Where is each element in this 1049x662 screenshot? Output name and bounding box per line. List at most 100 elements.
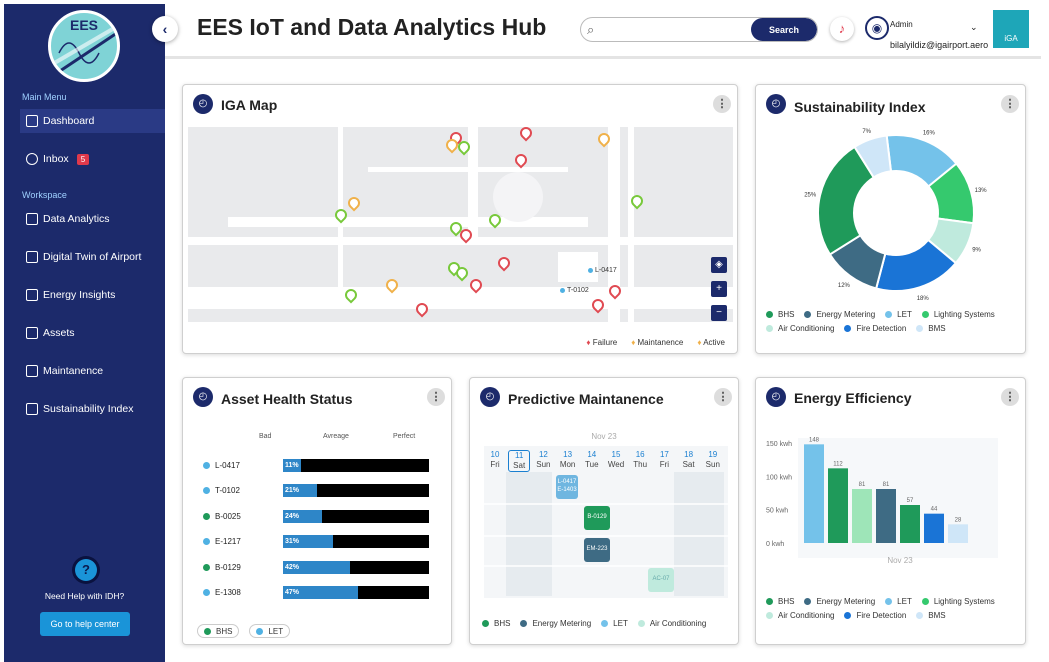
legend-active: ♦ Active (697, 338, 725, 347)
energy-title: Energy Efficiency (794, 390, 912, 406)
sidebar-item-label: Dashboard (43, 115, 95, 127)
asset-health-row[interactable]: E-1217 31% (203, 535, 443, 549)
calendar-day[interactable]: 10 Fri (490, 450, 500, 469)
calendar-day[interactable]: 11 Sat (508, 450, 531, 472)
energy-bar[interactable] (852, 489, 872, 543)
asset-health-row[interactable]: B-0025 24% (203, 509, 443, 523)
page-title: EES IoT and Data Analytics Hub (197, 14, 547, 40)
iga-map-card: ◴ IGA Map ⋮ (182, 84, 738, 354)
legend-air-conditioning: Air Conditioning (766, 321, 834, 335)
sidebar-item-data-analytics[interactable]: Data Analytics (26, 207, 110, 231)
analytics-icon (26, 213, 38, 225)
donut-slice[interactable] (853, 134, 893, 179)
sidebar-item-dashboard[interactable]: Dashboard (20, 109, 165, 133)
help-icon: ? (75, 559, 97, 581)
calendar-day[interactable]: 19 Sun (705, 450, 720, 469)
sidebar-item-inbox[interactable]: Inbox 5 (26, 147, 90, 171)
wrench-icon (26, 365, 38, 377)
legend-let: LET (885, 594, 912, 608)
calendar-day[interactable]: 14 Tue (585, 450, 599, 469)
calendar-event[interactable]: AC-07 (648, 568, 674, 592)
more-options-icon[interactable]: ⋮ (713, 95, 731, 113)
legend-bms: BMS (916, 608, 946, 622)
sidebar-item-energy-insights[interactable]: Energy Insights (26, 283, 115, 307)
energy-bar[interactable] (804, 444, 824, 543)
calendar-day[interactable]: 13 Mon (559, 450, 576, 469)
energy-legend: BHS Energy Metering LET Lighting Systems… (766, 594, 1021, 622)
legend-air-conditioning: Air Conditioning (766, 608, 834, 622)
map-asset-label-text: L-0417 (595, 267, 617, 274)
workspace-heading: Workspace (22, 190, 67, 200)
legend-bhs: BHS (766, 307, 794, 321)
sidebar-item-label: Digital Twin of Airport (43, 251, 142, 263)
map-asset-label[interactable]: T-0102 (560, 287, 589, 294)
help-center-button[interactable]: Go to help center (40, 612, 130, 636)
asset-id: B-0025 (203, 512, 243, 521)
map-locate-icon[interactable]: ◈ (711, 257, 727, 273)
calendar-day[interactable]: 17 Fri (659, 450, 670, 469)
asset-health-row[interactable]: T-0102 21% (203, 484, 443, 498)
energy-bar[interactable] (828, 468, 848, 543)
search-button[interactable]: Search (751, 18, 817, 41)
notification-bell-icon[interactable]: ♪ (830, 17, 854, 41)
sidebar-item-label: Inbox (43, 153, 69, 165)
y-tick-label: 50 kwh (766, 508, 788, 515)
asset-health-row[interactable]: B-0129 42% (203, 560, 443, 574)
calendar-event[interactable]: B-0129 (584, 506, 610, 530)
health-bar-fill: 24% (283, 509, 322, 523)
sidebar-item-digital-twin[interactable]: Digital Twin of Airport (26, 245, 141, 269)
asset-health-card: ◴ Asset Health Status ⋮ Bad Avreage Perf… (182, 377, 452, 645)
calendar-event[interactable]: L-0417 E-1403 (556, 475, 578, 499)
energy-bar[interactable] (948, 524, 968, 543)
calendar-day[interactable]: 15 Wed (607, 450, 625, 469)
energy-bar[interactable] (900, 505, 920, 543)
calendar-day[interactable]: 16 Thu (633, 450, 648, 469)
asset-health-legend: BHS LET (197, 624, 300, 638)
energy-bar[interactable] (876, 489, 896, 543)
legend-bms: BMS (916, 321, 946, 335)
user-menu-chevron-down-icon[interactable]: ⌄ (970, 22, 978, 32)
asset-id: B-0129 (203, 563, 243, 572)
energy-bar-chart: 0 kwh 50 kwh 100 kwh 150 kwh 148 112 81 81 57 44 2… (766, 437, 998, 565)
digital-twin-icon (26, 251, 38, 263)
map-zoom-in-button[interactable]: + (711, 281, 727, 297)
health-bar: 21% (283, 484, 429, 497)
search-input[interactable] (603, 18, 753, 41)
sidebar-item-maintanence[interactable]: Maintanence (26, 359, 103, 383)
calendar-event[interactable]: EM-223 (584, 538, 610, 562)
sidebar-item-assets[interactable]: Assets (26, 321, 75, 345)
asset-health-row[interactable]: E-1308 47% (203, 586, 443, 600)
collapse-sidebar-chevron-icon[interactable]: ‹ (152, 16, 178, 42)
y-tick-label: 150 kwh (766, 441, 792, 448)
health-bar-fill: 47% (283, 586, 359, 599)
asset-health-card-icon: ◴ (193, 387, 213, 407)
map-asset-label[interactable]: L-0417 (588, 267, 617, 274)
energy-efficiency-card: ◴ Energy Efficiency ⋮ 0 kwh 50 kwh 100 kwh… (755, 377, 1026, 645)
header-divider (165, 56, 1041, 59)
bar-value-label: 148 (809, 437, 820, 443)
more-options-icon[interactable]: ⋮ (427, 388, 445, 406)
predictive-legend: BHS Energy Metering LET Air Conditioning (482, 616, 737, 630)
legend-fire-detection: Fire Detection (844, 608, 906, 622)
logo-graphic-icon (51, 24, 117, 75)
airport-map[interactable]: L-0417 T-0102 ◈ + − (188, 127, 733, 334)
calendar-day[interactable]: 12 Sun (536, 450, 551, 469)
asset-health-row[interactable]: L-0417 11% (203, 458, 443, 472)
more-options-icon[interactable]: ⋮ (1001, 95, 1019, 113)
more-options-icon[interactable]: ⋮ (1001, 388, 1019, 406)
ees-logo: EES (48, 10, 120, 82)
bar-value-label: 81 (883, 482, 890, 488)
legend-fire-detection: Fire Detection (844, 321, 906, 335)
bar-value-label: 28 (955, 517, 962, 523)
calendar-day[interactable]: 18 Sat (682, 450, 695, 469)
energy-bar[interactable] (924, 513, 944, 543)
user-avatar-icon[interactable]: ◉ (865, 16, 889, 40)
legend-lighting-systems: Lighting Systems (921, 307, 995, 321)
map-zoom-out-button[interactable]: − (711, 305, 727, 321)
maintenance-calendar[interactable]: 10 Fri 11 Sat 12 Sun 13 Mon 14 Tue 15 Wed 16 Thu 17 Fri… (484, 446, 728, 598)
sustainability-donut-chart: 16% 13% 9% 18% 12% 25% 7% (804, 129, 988, 300)
more-options-icon[interactable]: ⋮ (714, 388, 732, 406)
donut-value-label: 13% (975, 188, 988, 194)
sidebar-item-sustainability[interactable]: Sustainability Index (26, 397, 133, 421)
sustainability-legend: BHS Energy Metering LET Lighting Systems… (766, 307, 1021, 335)
